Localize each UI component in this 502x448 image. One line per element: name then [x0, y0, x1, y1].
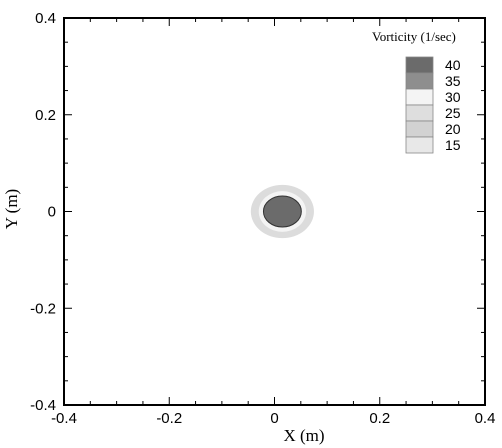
legend-swatch-20: [405, 120, 434, 138]
legend-title: Vorticity (1/sec): [372, 29, 456, 44]
x-axis-title: X (m): [283, 426, 324, 445]
legend-swatch-40: [405, 56, 434, 74]
legend-label-20: 20: [445, 121, 461, 137]
legend-label-30: 30: [445, 89, 461, 105]
legend-swatch-35: [405, 72, 434, 90]
y-tick-label: 0.2: [35, 107, 56, 124]
y-tick-label: 0: [48, 204, 56, 221]
axes-layer: -0.4 -0.2 0 0.2 0.4 -0.4 -0.2 0 0.2 0.4: [30, 10, 495, 427]
y-tick-label: 0.4: [35, 10, 56, 27]
legend-label-15: 15: [445, 137, 461, 153]
legend-swatch-30: [405, 88, 434, 106]
legend-swatch-15: [405, 136, 434, 154]
legend-swatch-25: [405, 104, 434, 122]
legend-label-40: 40: [445, 57, 461, 73]
y-axis-title: Y (m): [2, 189, 21, 229]
x-tick-label: -0.2: [156, 410, 182, 427]
contour-40: [262, 195, 302, 228]
x-tick-label: 0.2: [369, 410, 390, 427]
x-tick-label: -0.4: [51, 410, 77, 427]
x-tick-label: 0: [270, 410, 278, 427]
legend-label-25: 25: [445, 105, 461, 121]
legend-label-35: 35: [445, 73, 461, 89]
x-tick-label: 0.4: [475, 410, 496, 427]
y-tick-label: -0.4: [30, 397, 56, 414]
y-tick-label: -0.2: [30, 300, 56, 317]
contour-layer: [250, 184, 314, 239]
